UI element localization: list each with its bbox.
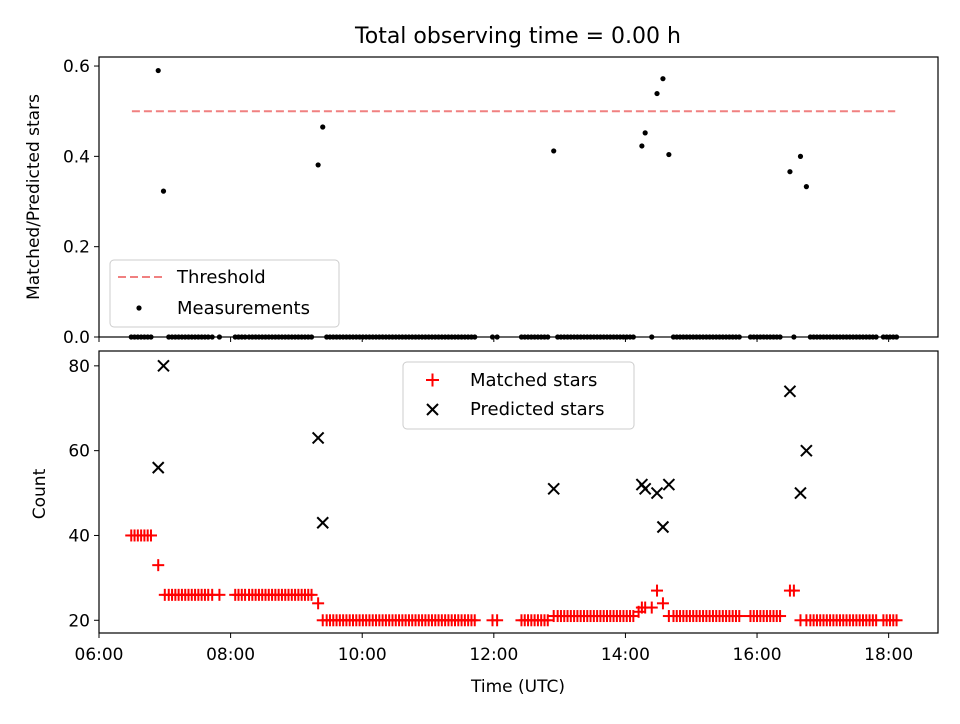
matched-star-point (144, 529, 157, 542)
measurement-point (803, 184, 809, 190)
predicted-star-point (316, 516, 329, 529)
predicted-star-point (800, 444, 813, 457)
predicted-star-point (638, 482, 652, 496)
measurement-point (787, 169, 793, 175)
bottom-legend-box (402, 361, 635, 430)
bottom-x-tick-label: 12:00 (469, 645, 518, 665)
matched-star-point (213, 588, 226, 601)
bottom-x-tick-label: 18:00 (864, 645, 913, 665)
predicted-star-point (152, 461, 165, 474)
bottom-y-axis-label: Count (30, 468, 50, 519)
measurement-point (160, 188, 167, 194)
predicted-star-mark-b (152, 461, 165, 474)
matched-star-point (305, 588, 318, 601)
measurements-legend-marker (136, 305, 142, 311)
predicted-stars-legend-marker (426, 403, 439, 416)
predicted-star-mark-b (638, 482, 652, 496)
measurement-point (660, 76, 666, 82)
matched-star-point (656, 597, 669, 610)
bottom-x-axis-label: Time (UTC) (470, 677, 565, 697)
top-axes-frame (98, 56, 939, 338)
top-panel: Total observing time = 0.00 h Matched/Pr… (24, 24, 939, 348)
predicted-star-point (662, 478, 676, 491)
bottom-x-tick-label: 08:00 (206, 645, 255, 665)
predicted-star-point (783, 385, 797, 398)
matched-star-point (645, 601, 658, 614)
matched-star-point (312, 597, 325, 610)
bottom-legend: Matched stars Predicted stars (402, 361, 635, 430)
bottom-y-tick-label: 40 (68, 526, 90, 546)
predicted-star-point (656, 520, 670, 534)
predicted-star-point (650, 486, 664, 500)
matched-star-point (733, 610, 746, 623)
top-y-tick-label: 0.6 (63, 57, 90, 77)
top-chart-title: Total observing time = 0.00 h (354, 24, 681, 49)
matched-star-point (774, 610, 787, 623)
measurement-point (155, 67, 161, 74)
bottom-panel: Count Time (UTC) 20 40 60 80 06:00 08:00 10:00… (30, 350, 939, 697)
measurements-legend-label: Measurements (177, 298, 310, 319)
matched-star-point (787, 584, 800, 597)
matched-star-point (468, 614, 481, 627)
matched-star-point (651, 584, 664, 597)
predicted-star-mark-b (783, 385, 797, 398)
predicted-star-mark-b (547, 482, 560, 496)
bottom-y-tick-label: 60 (68, 442, 90, 462)
matched-star-point (890, 614, 903, 627)
measurement-point (551, 148, 557, 154)
top-legend: Threshold Measurements (109, 259, 340, 328)
top-legend-box (109, 259, 340, 328)
predicted-star-mark-b (316, 516, 329, 529)
bottom-x-tick-label: 16:00 (733, 645, 782, 665)
predicted-star-mark-b (650, 486, 664, 500)
predicted-star-point (794, 486, 807, 500)
predicted-star-mark-b (656, 520, 670, 534)
predicted-star-mark-b (157, 359, 170, 373)
bottom-y-tick-label: 20 (68, 611, 90, 631)
measurement-point (797, 153, 804, 159)
predicted-star-point (547, 482, 560, 496)
matched-stars-legend-label: Matched stars (470, 370, 597, 391)
measurement-point (642, 130, 648, 136)
top-y-tick-label: 0.4 (63, 147, 90, 167)
measurement-point (320, 124, 326, 130)
predicted-star-mark-b (662, 478, 676, 491)
matched-star-point (491, 614, 504, 627)
predicted-star-mark-b (800, 444, 813, 457)
bottom-x-tick-label: 14:00 (601, 645, 650, 665)
predicted-stars-legend-label: Predicted stars (470, 399, 604, 420)
top-y-tick-label: 0.0 (63, 328, 90, 348)
predicted-star-point (157, 359, 170, 373)
bottom-x-tick-label: 06:00 (75, 645, 124, 665)
measurement-point (654, 90, 660, 97)
predicted-star-mark-b (311, 431, 325, 445)
bottom-y-tick-label: 80 (68, 357, 90, 377)
measurement-point (315, 162, 321, 168)
bottom-x-tick-label: 10:00 (338, 645, 387, 665)
measurement-point (666, 151, 672, 158)
predicted-star-point (311, 431, 325, 445)
top-y-axis-label: Matched/Predicted stars (24, 94, 44, 300)
bottom-plot-area: 20 40 60 80 06:00 08:00 10:00 12:00 14:00 16:00 18… (68, 357, 913, 665)
top-y-tick-label: 0.2 (63, 238, 90, 258)
measurement-point (639, 143, 645, 149)
threshold-legend-label: Threshold (176, 267, 266, 288)
predicted-star-mark-b (794, 486, 807, 500)
bottom-axes-frame (98, 350, 939, 634)
matched-star-point (152, 559, 165, 572)
matched-stars-legend-marker (426, 373, 439, 387)
